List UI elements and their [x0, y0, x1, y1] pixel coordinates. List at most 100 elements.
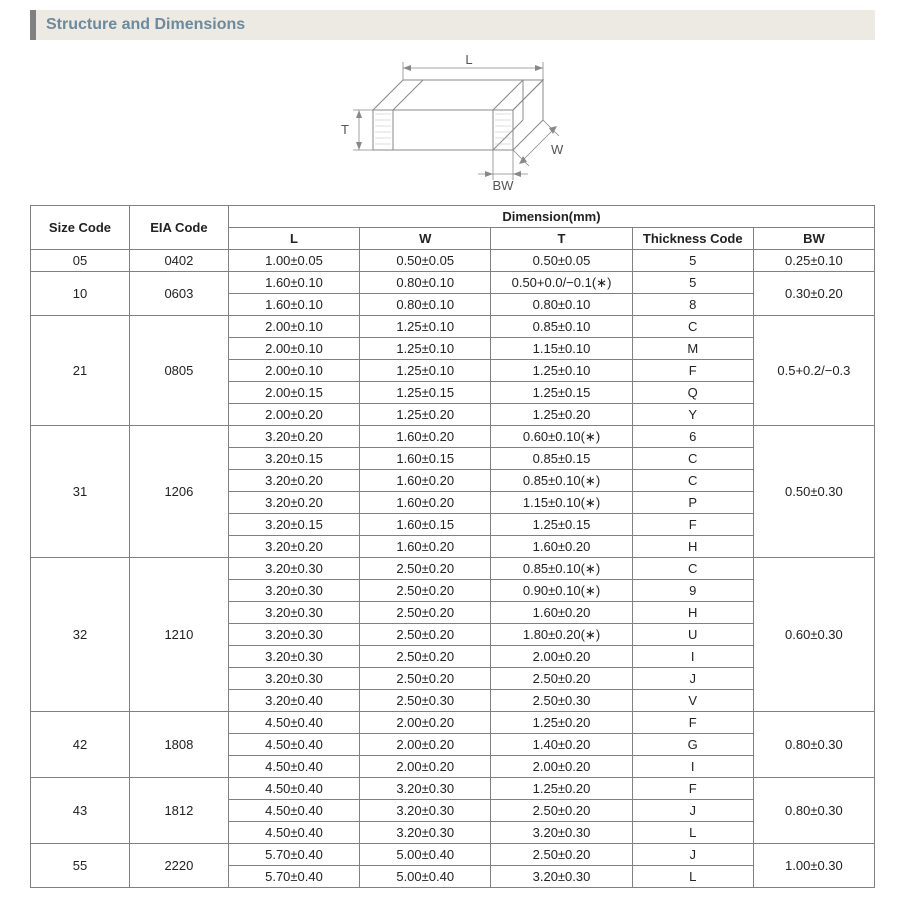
cell-W: 1.25±0.10	[360, 360, 491, 382]
th-thickness: Thickness Code	[632, 228, 753, 250]
cell-tc: C	[632, 448, 753, 470]
cell-W: 2.50±0.20	[360, 602, 491, 624]
th-size-code: Size Code	[31, 206, 130, 250]
cell-L: 3.20±0.30	[228, 558, 359, 580]
cell-W: 1.25±0.10	[360, 316, 491, 338]
cell-size-code: 31	[31, 426, 130, 558]
table-row: 1006031.60±0.100.80±0.100.50+0.0/−0.1(∗)…	[31, 272, 875, 294]
th-W: W	[360, 228, 491, 250]
cell-L: 5.70±0.40	[228, 844, 359, 866]
cell-bw: 0.50±0.30	[753, 426, 874, 558]
cell-bw: 1.00±0.30	[753, 844, 874, 888]
cell-T: 0.85±0.15	[491, 448, 632, 470]
table-row: 3112063.20±0.201.60±0.200.60±0.10(∗)60.5…	[31, 426, 875, 448]
cell-T: 1.25±0.20	[491, 404, 632, 426]
cell-tc: J	[632, 668, 753, 690]
cell-bw: 0.60±0.30	[753, 558, 874, 712]
cell-bw: 0.25±0.10	[753, 250, 874, 272]
cell-tc: Q	[632, 382, 753, 404]
cell-L: 3.20±0.15	[228, 448, 359, 470]
cell-size-code: 43	[31, 778, 130, 844]
cell-T: 2.50±0.20	[491, 844, 632, 866]
cell-W: 2.50±0.20	[360, 624, 491, 646]
cell-eia-code: 0402	[129, 250, 228, 272]
cell-L: 4.50±0.40	[228, 712, 359, 734]
cell-W: 2.50±0.20	[360, 668, 491, 690]
cell-L: 3.20±0.30	[228, 668, 359, 690]
th-BW: BW	[753, 228, 874, 250]
cell-eia-code: 0805	[129, 316, 228, 426]
cell-L: 3.20±0.40	[228, 690, 359, 712]
cell-bw: 0.5+0.2/−0.3	[753, 316, 874, 426]
cell-tc: C	[632, 316, 753, 338]
section-title-bar: Structure and Dimensions	[30, 10, 875, 40]
cell-L: 3.20±0.15	[228, 514, 359, 536]
cell-T: 2.50±0.20	[491, 800, 632, 822]
cell-tc: G	[632, 734, 753, 756]
cell-T: 1.25±0.20	[491, 778, 632, 800]
cell-L: 3.20±0.30	[228, 624, 359, 646]
diagram-container: L T W BW	[0, 40, 905, 205]
cell-L: 3.20±0.20	[228, 470, 359, 492]
cell-tc: F	[632, 514, 753, 536]
cell-T: 0.90±0.10(∗)	[491, 580, 632, 602]
cell-W: 5.00±0.40	[360, 844, 491, 866]
cell-size-code: 10	[31, 272, 130, 316]
cell-T: 2.00±0.20	[491, 756, 632, 778]
cell-tc: 6	[632, 426, 753, 448]
cell-tc: I	[632, 646, 753, 668]
cell-T: 1.25±0.20	[491, 712, 632, 734]
cell-bw: 0.80±0.30	[753, 778, 874, 844]
th-eia-code: EIA Code	[129, 206, 228, 250]
diagram-label-L: L	[465, 52, 472, 67]
cell-W: 1.60±0.20	[360, 426, 491, 448]
cell-W: 2.50±0.20	[360, 558, 491, 580]
cell-L: 4.50±0.40	[228, 822, 359, 844]
cell-T: 1.80±0.20(∗)	[491, 624, 632, 646]
cell-tc: I	[632, 756, 753, 778]
component-diagram: L T W BW	[313, 50, 593, 200]
cell-L: 3.20±0.20	[228, 426, 359, 448]
table-row: 2108052.00±0.101.25±0.100.85±0.10C0.5+0.…	[31, 316, 875, 338]
cell-T: 1.15±0.10	[491, 338, 632, 360]
cell-T: 0.85±0.10(∗)	[491, 558, 632, 580]
cell-W: 3.20±0.30	[360, 800, 491, 822]
cell-W: 5.00±0.40	[360, 866, 491, 888]
cell-W: 1.60±0.20	[360, 536, 491, 558]
cell-W: 1.25±0.20	[360, 404, 491, 426]
cell-tc: V	[632, 690, 753, 712]
table-body: 0504021.00±0.050.50±0.050.50±0.0550.25±0…	[31, 250, 875, 888]
cell-L: 1.60±0.10	[228, 294, 359, 316]
cell-L: 3.20±0.30	[228, 580, 359, 602]
cell-T: 0.60±0.10(∗)	[491, 426, 632, 448]
th-dimension: Dimension(mm)	[228, 206, 874, 228]
cell-L: 4.50±0.40	[228, 734, 359, 756]
cell-size-code: 42	[31, 712, 130, 778]
cell-T: 0.50+0.0/−0.1(∗)	[491, 272, 632, 294]
cell-T: 1.25±0.10	[491, 360, 632, 382]
cell-T: 1.15±0.10(∗)	[491, 492, 632, 514]
cell-eia-code: 1210	[129, 558, 228, 712]
cell-W: 1.60±0.15	[360, 448, 491, 470]
cell-tc: J	[632, 844, 753, 866]
cell-W: 2.50±0.20	[360, 580, 491, 602]
cell-eia-code: 0603	[129, 272, 228, 316]
cell-size-code: 05	[31, 250, 130, 272]
cell-W: 0.80±0.10	[360, 272, 491, 294]
cell-tc: H	[632, 536, 753, 558]
cell-tc: M	[632, 338, 753, 360]
cell-L: 5.70±0.40	[228, 866, 359, 888]
cell-L: 3.20±0.30	[228, 646, 359, 668]
cell-eia-code: 1808	[129, 712, 228, 778]
cell-T: 2.50±0.30	[491, 690, 632, 712]
cell-W: 1.60±0.15	[360, 514, 491, 536]
cell-tc: 9	[632, 580, 753, 602]
section-title: Structure and Dimensions	[46, 16, 245, 33]
cell-eia-code: 1812	[129, 778, 228, 844]
cell-tc: L	[632, 866, 753, 888]
cell-tc: L	[632, 822, 753, 844]
cell-T: 1.40±0.20	[491, 734, 632, 756]
cell-L: 2.00±0.20	[228, 404, 359, 426]
table-row: 0504021.00±0.050.50±0.050.50±0.0550.25±0…	[31, 250, 875, 272]
table-header-row-1: Size Code EIA Code Dimension(mm)	[31, 206, 875, 228]
